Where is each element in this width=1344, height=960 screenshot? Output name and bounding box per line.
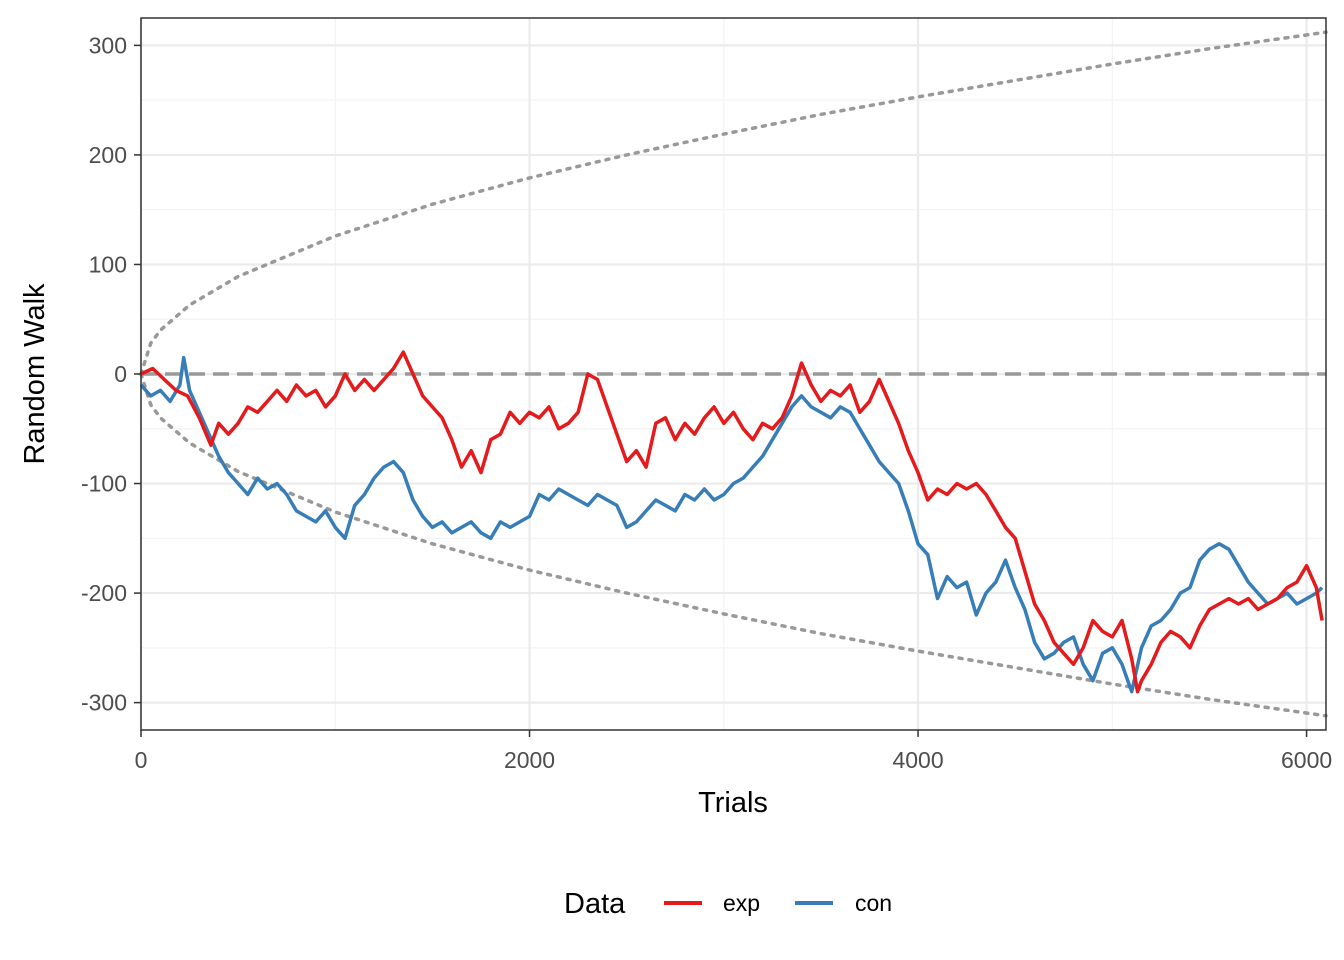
y-tick-label: -300	[81, 690, 127, 716]
y-tick-label: -200	[81, 580, 127, 606]
y-tick-label: 0	[114, 361, 127, 387]
legend-label-con: con	[855, 890, 892, 916]
series-line-exp	[140, 350, 1324, 694]
reference-lines	[139, 30, 1328, 718]
x-axis-title: Trials	[698, 787, 768, 819]
series-line-con	[139, 355, 1324, 694]
y-axis-ticks: 300 200 100 0 -100 -200 -300	[81, 32, 141, 716]
y-axis-title: Random Walk	[19, 283, 51, 465]
y-tick-label: 200	[89, 142, 127, 168]
y-tick-label: 300	[89, 32, 127, 58]
x-tick-label: 2000	[504, 747, 555, 773]
legend: Data exp con	[564, 888, 892, 920]
x-tick-label: 0	[135, 747, 148, 773]
upper-bound-line	[139, 30, 1328, 376]
x-tick-label: 4000	[892, 747, 943, 773]
x-axis-ticks: 0 2000 4000 6000	[135, 730, 1332, 773]
series-lines	[139, 350, 1324, 694]
legend-label-exp: exp	[723, 890, 760, 916]
legend-title: Data	[564, 888, 626, 920]
x-tick-label: 6000	[1281, 747, 1332, 773]
y-tick-label: -100	[81, 471, 127, 497]
y-tick-label: 100	[89, 251, 127, 277]
lower-bound-line	[139, 372, 1328, 718]
